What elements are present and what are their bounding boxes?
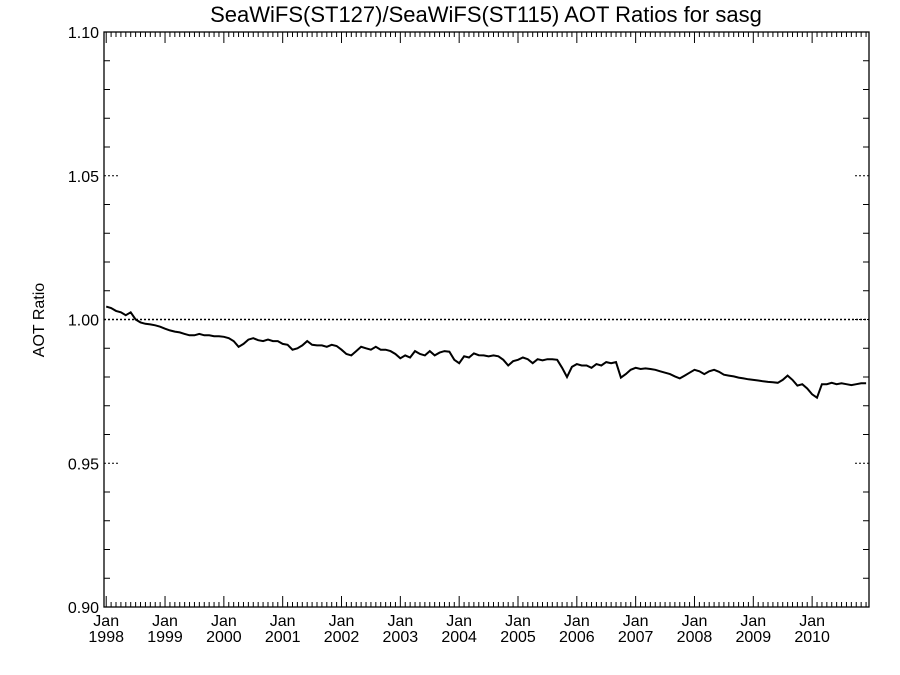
x-tick-label-year: 2002	[324, 629, 360, 646]
x-tick-label-year: 1998	[88, 629, 124, 646]
x-tick-label-year: 2001	[265, 629, 301, 646]
y-axis-label: AOT Ratio	[31, 283, 48, 358]
y-tick-label: 0.95	[68, 456, 99, 473]
x-tick-label-month: Jan	[505, 613, 531, 630]
x-tick-label-month: Jan	[446, 613, 472, 630]
y-axis-ticks: 0.90 0.95 1.00 1.05 1.10	[68, 25, 869, 617]
x-tick-label-month: Jan	[682, 613, 708, 630]
y-tick-label: 1.00	[68, 313, 99, 330]
x-tick-label-month: Jan	[799, 613, 825, 630]
x-tick-label-year: 1999	[147, 629, 183, 646]
x-tick-label-year: 2004	[441, 629, 477, 646]
x-tick-label-year: 2009	[736, 629, 772, 646]
y-tick-label: 1.10	[68, 25, 99, 42]
x-axis-ticks: Jan1998Jan1999Jan2000Jan2001Jan2002Jan20…	[88, 32, 867, 646]
x-tick-label-year: 2006	[559, 629, 595, 646]
y-tick-label: 1.05	[68, 169, 99, 186]
x-tick-label-month: Jan	[270, 613, 296, 630]
x-tick-label-year: 2005	[500, 629, 536, 646]
x-tick-label-year: 2003	[383, 629, 419, 646]
x-tick-label-month: Jan	[564, 613, 590, 630]
x-tick-label-month: Jan	[387, 613, 413, 630]
series-line	[105, 305, 867, 400]
chart-title: SeaWiFS(ST127)/SeaWiFS(ST115) AOT Ratios…	[210, 2, 762, 27]
x-tick-label-year: 2010	[794, 629, 830, 646]
x-tick-label-month: Jan	[329, 613, 355, 630]
x-tick-label-year: 2000	[206, 629, 242, 646]
x-tick-label-month: Jan	[152, 613, 178, 630]
plot-frame	[103, 31, 870, 608]
x-tick-label-year: 2007	[618, 629, 654, 646]
x-tick-label-year: 2008	[677, 629, 713, 646]
x-tick-label-month: Jan	[211, 613, 237, 630]
x-tick-label-month: Jan	[740, 613, 766, 630]
y-tick-label: 0.90	[68, 600, 99, 617]
x-tick-label-month: Jan	[623, 613, 649, 630]
x-tick-label-month: Jan	[93, 613, 119, 630]
